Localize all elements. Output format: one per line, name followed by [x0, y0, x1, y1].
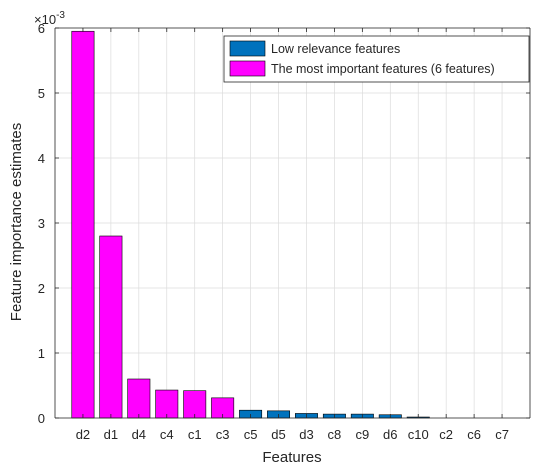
y-exponent-base: ×10 — [34, 12, 56, 27]
x-tick-label-c4: c4 — [160, 427, 174, 442]
x-tick-label-d3: d3 — [299, 427, 313, 442]
x-tick-label-c5: c5 — [244, 427, 258, 442]
y-axis-exponent: ×10-3 — [34, 10, 65, 27]
legend-label-most-important: The most important features (6 features) — [271, 62, 495, 76]
bar-d4 — [127, 378, 151, 419]
y-tick-label: 3 — [38, 216, 45, 231]
axes — [54, 27, 531, 419]
x-tick-label-d2: d2 — [76, 427, 90, 442]
x-tick-label-c6: c6 — [467, 427, 481, 442]
legend-box — [223, 35, 530, 83]
legend-swatch-low-relevance — [229, 40, 266, 57]
legend-label-low-relevance: Low relevance features — [271, 42, 400, 56]
x-tick-label-c2: c2 — [439, 427, 453, 442]
x-tick-label-c7: c7 — [495, 427, 509, 442]
legend-swatch-most-important — [229, 60, 266, 77]
legend: Low relevance features The most importan… — [223, 35, 530, 83]
x-tick-label-c10: c10 — [408, 427, 429, 442]
tick-labels: 0 1 2 3 4 5 6 d2 d1 d4 c4 c1 c3 c5 d5 d3 c8 c9 d6 c10 c2 c6 c7 — [38, 21, 509, 442]
x-tick-label-c3: c3 — [216, 427, 230, 442]
y-axis-label: Feature importance estimates — [8, 123, 25, 321]
bar-c4 — [155, 389, 179, 419]
bar-c1 — [183, 390, 207, 419]
y-tick-label: 2 — [38, 281, 45, 296]
y-tick-label: 0 — [38, 411, 45, 426]
x-tick-label-d5: d5 — [271, 427, 285, 442]
x-tick-label-d1: d1 — [104, 427, 118, 442]
x-tick-label-c9: c9 — [355, 427, 369, 442]
y-tick-label: 4 — [38, 151, 45, 166]
x-axis-label: Features — [262, 449, 321, 466]
y-tick-label: 6 — [38, 21, 45, 36]
bar-d2 — [71, 30, 95, 419]
y-tick-label: 1 — [38, 346, 45, 361]
bar-d1 — [99, 235, 123, 419]
x-tick-label-c8: c8 — [328, 427, 342, 442]
bars — [71, 30, 430, 419]
x-tick-label-d6: d6 — [383, 427, 397, 442]
x-tick-label-d4: d4 — [132, 427, 146, 442]
y-exponent-power: -3 — [56, 10, 65, 21]
x-tick-label-c1: c1 — [188, 427, 202, 442]
y-tick-label: 5 — [38, 86, 45, 101]
